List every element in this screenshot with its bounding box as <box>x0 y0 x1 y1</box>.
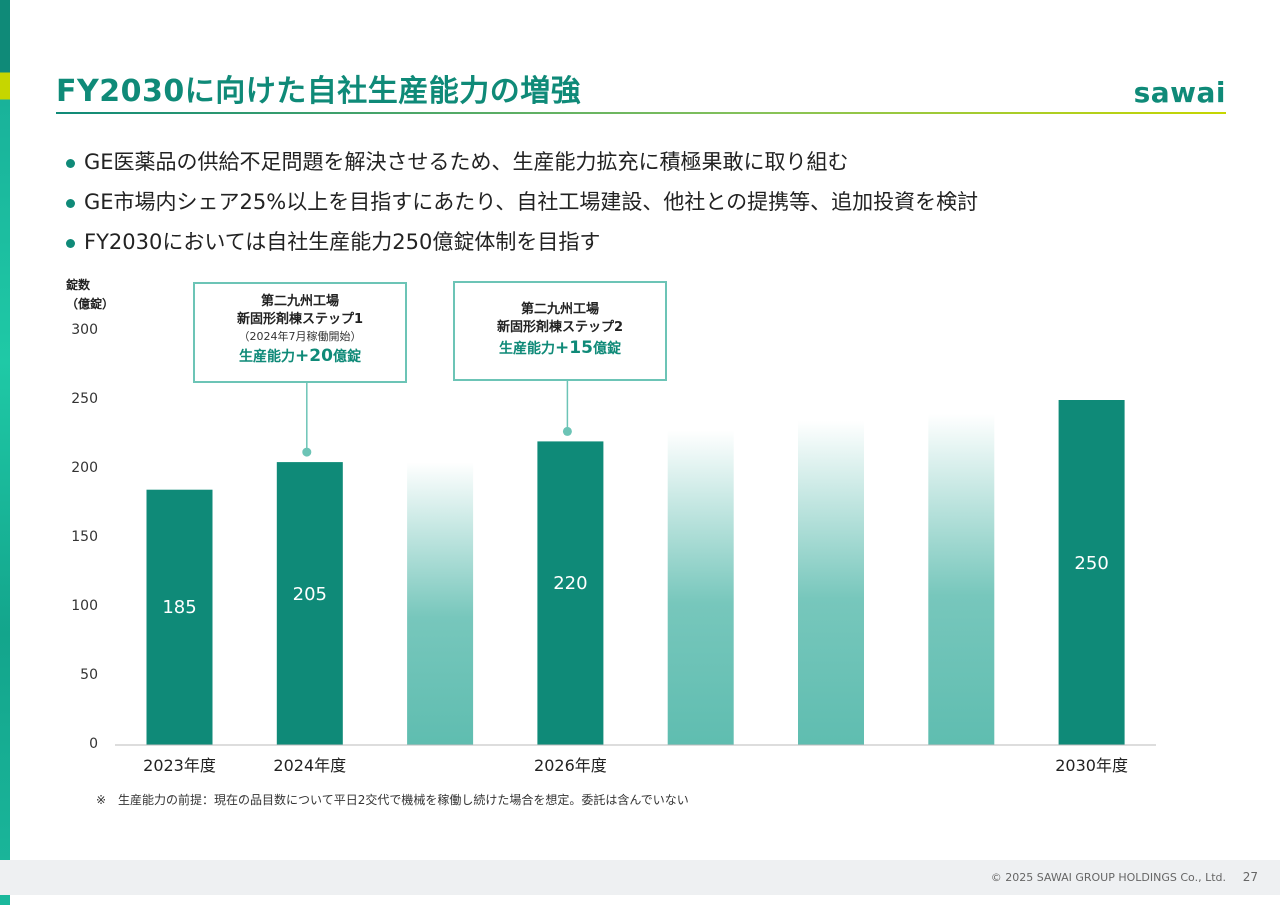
capacity-bar <box>276 462 343 745</box>
x-tick-label: 2024年度 <box>273 756 347 775</box>
title-underline <box>56 112 1226 114</box>
callout-capacity: 生産能力+15億錠 <box>499 338 621 358</box>
callout-factory: 第二九州工場 <box>520 302 599 317</box>
callout-connector-dot <box>302 447 312 457</box>
bullet-item: GE医薬品の供給不足問題を解決させるため、生産能力拡充に積極果敢に取り組む <box>66 142 978 182</box>
bar-value-label: 250 <box>1074 552 1109 574</box>
callout-building: 新固形剤棟ステップ1 <box>236 312 364 327</box>
callout-step1: 第二九州工場 新固形剤棟ステップ1 （2024年7月稼働開始） 生産能力+20億… <box>193 282 407 383</box>
y-axis-label-line1: 錠数 <box>66 278 91 292</box>
y-axis-label-line2: （億錠） <box>66 297 115 311</box>
callout-step2: 第二九州工場 新固形剤棟ステップ2 生産能力+15億錠 <box>453 281 667 381</box>
footer-band <box>0 860 1280 895</box>
left-accent-stripe <box>0 0 10 905</box>
capacity-bar <box>1058 400 1125 745</box>
callout-factory: 第二九州工場 <box>260 294 339 309</box>
projection-bar <box>928 413 995 745</box>
page-number: 27 <box>1242 870 1258 884</box>
x-tick-label: 2026年度 <box>534 756 607 775</box>
y-tick-label: 100 <box>71 598 98 614</box>
y-tick-label: 200 <box>71 460 98 476</box>
copyright: © 2025 SAWAI GROUP HOLDINGS Co., Ltd. <box>990 871 1226 884</box>
y-tick-label: 0 <box>89 736 98 752</box>
projection-bar <box>798 420 864 745</box>
bullet-item: GE市場内シェア25%以上を目指すにあたり、自社工場建設、他社との提携等、追加投… <box>66 182 978 222</box>
footnote: ※ 生産能力の前提：現在の品目数について平日2交代で機械を稼働し続けた場合を想定… <box>96 793 689 807</box>
y-tick-label: 250 <box>71 391 98 407</box>
bar-value-label: 220 <box>553 573 588 595</box>
capacity-bar <box>537 441 604 745</box>
callout-connector-dot <box>562 426 572 436</box>
x-tick-label: 2023年度 <box>143 756 216 775</box>
slide-title: FY2030に向けた自社生産能力の増強 <box>56 74 582 109</box>
bullet-item: FY2030においては自社生産能力250億錠体制を目指す <box>66 222 978 262</box>
x-tick-label: 2030年度 <box>1055 756 1128 775</box>
y-axis-unit-label: 錠数 （億錠） <box>66 276 114 314</box>
y-tick-label: 50 <box>80 667 98 683</box>
callout-capacity: 生産能力+20億錠 <box>239 346 361 366</box>
bar-value-label: 185 <box>162 597 197 619</box>
capacity-bar <box>146 489 213 745</box>
y-tick-label: 150 <box>71 529 98 545</box>
callout-start-date: （2024年7月稼働開始） <box>238 330 362 343</box>
projection-bar <box>407 462 474 745</box>
sawai-logo: sawai <box>1133 76 1226 109</box>
y-tick-label: 300 <box>71 322 98 338</box>
callout-building: 新固形剤棟ステップ2 <box>496 320 624 335</box>
bullet-list: GE医薬品の供給不足問題を解決させるため、生産能力拡充に積極果敢に取り組む GE… <box>66 142 978 262</box>
bar-value-label: 205 <box>292 583 327 605</box>
projection-bar <box>667 430 734 745</box>
